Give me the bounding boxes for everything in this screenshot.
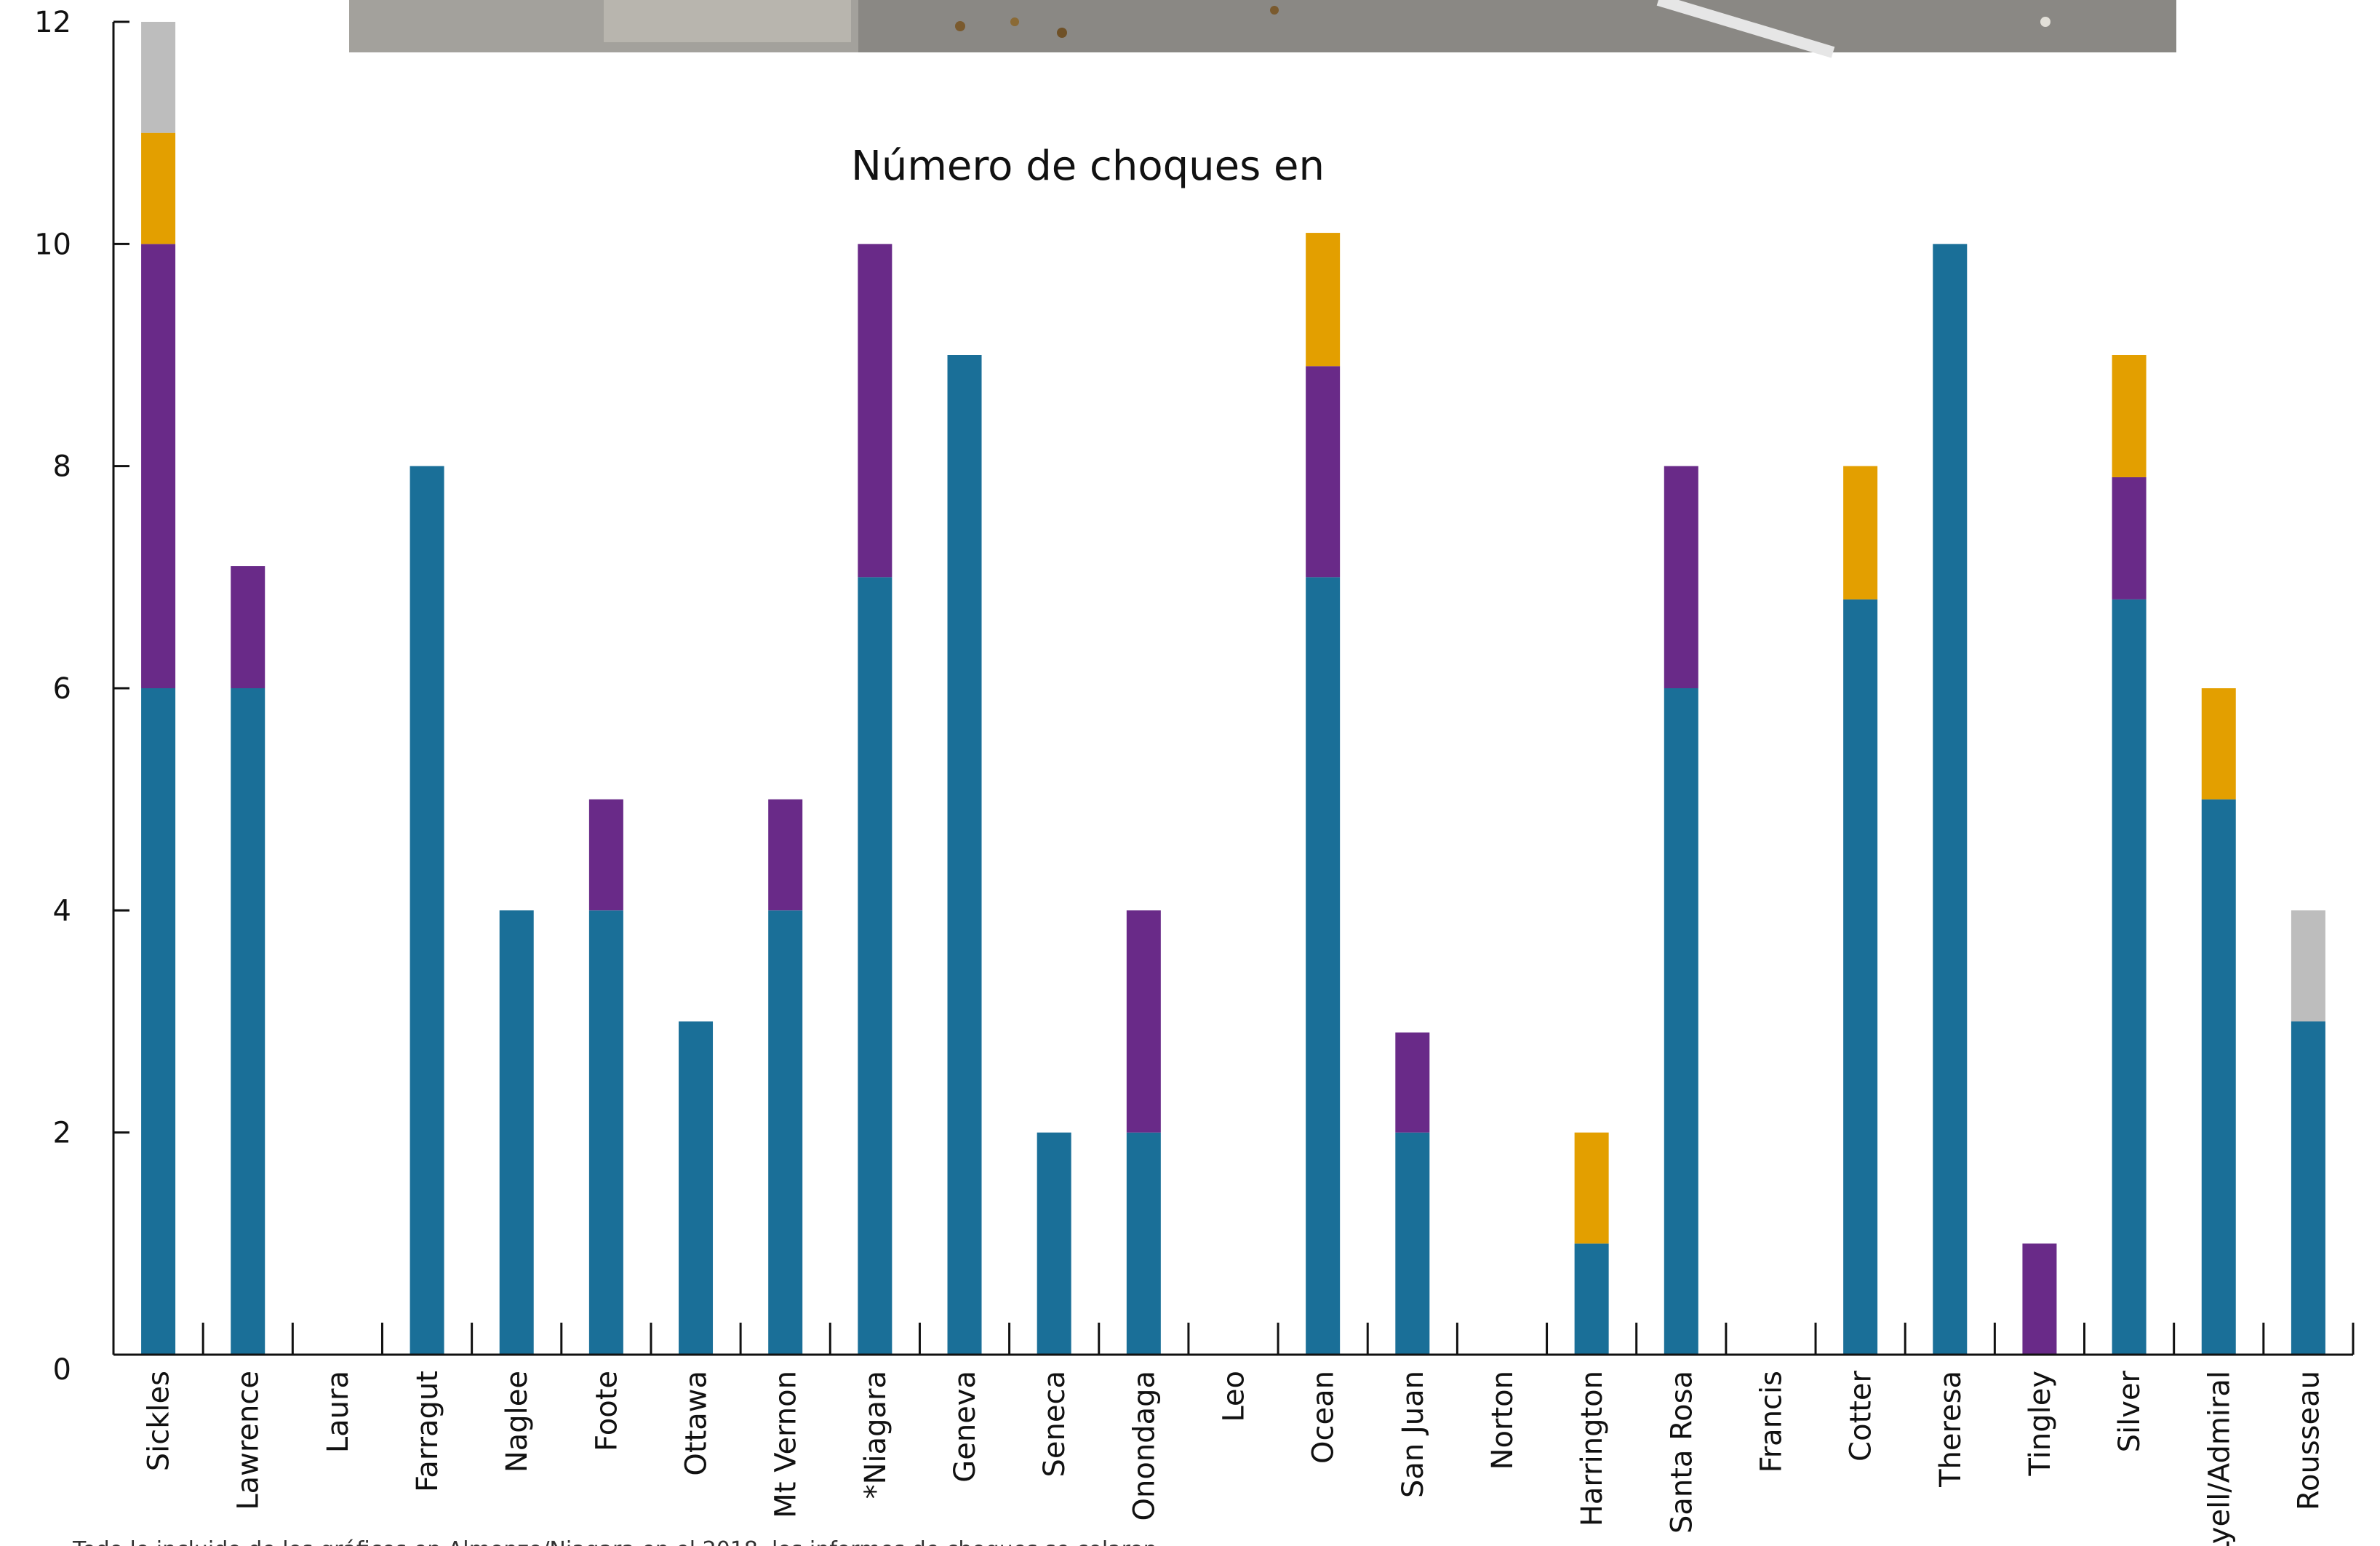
bar-segment	[2112, 477, 2147, 599]
bar-segment	[1126, 910, 1161, 1133]
y-axis: 0 2 4 6 8 10 12	[34, 6, 129, 1387]
category-label: Ottawa	[680, 1371, 714, 1476]
bars	[141, 22, 2325, 1355]
y-tick-label: 2	[53, 1117, 71, 1150]
category-label: Silver	[2113, 1370, 2147, 1452]
bar-segment	[2201, 688, 2236, 800]
bar-segment	[2022, 1243, 2057, 1355]
category-label: Onondaga	[1127, 1371, 1161, 1521]
bar-segment	[1664, 466, 1698, 688]
category-label: Theresa	[1934, 1371, 1968, 1488]
bar-segment	[2112, 599, 2147, 1355]
category-label: Rousseau	[2292, 1371, 2325, 1510]
category-label: Laura	[322, 1371, 355, 1453]
bar-segment	[1933, 244, 1968, 1355]
category-label: Geneva	[949, 1371, 982, 1483]
bar-segment	[768, 799, 803, 911]
category-label: Ocean	[1307, 1371, 1341, 1464]
bar-segment	[858, 577, 892, 1355]
bar-segment	[141, 132, 176, 244]
y-tick-label: 12	[34, 6, 71, 39]
chart-title: Número de choques en	[851, 143, 1325, 190]
x-axis	[201, 1323, 2355, 1355]
y-tick-label: 4	[53, 894, 71, 928]
bar-segment	[588, 799, 623, 911]
header-photo	[349, 0, 2176, 58]
bar-segment	[2201, 799, 2236, 1355]
category-label: Lyell/Admiral	[2203, 1371, 2236, 1546]
bar-segment	[410, 466, 444, 1355]
category-label: Santa Rosa	[1665, 1371, 1698, 1534]
bar-segment	[141, 22, 176, 133]
category-label: Norton	[1486, 1371, 1520, 1470]
category-label: Sickles	[143, 1371, 176, 1471]
category-label: Seneca	[1038, 1371, 1071, 1477]
y-tick-label: 0	[53, 1353, 71, 1387]
category-labels: Sickles Lawrence Laura Farragut Naglee Foote O…	[143, 1370, 2326, 1546]
bar-segment	[1843, 466, 1878, 599]
bar-segment	[1306, 233, 1341, 367]
category-label: Lawrence	[232, 1371, 265, 1510]
category-label: Cotter	[1845, 1370, 1878, 1461]
bar-segment	[1395, 1132, 1430, 1355]
bar-segment	[2291, 910, 2325, 1021]
bar-segment	[141, 688, 176, 1355]
y-tick-label: 6	[53, 672, 71, 706]
bar-segment	[588, 910, 623, 1355]
category-label: Tingley	[2024, 1371, 2057, 1476]
y-tick-label: 10	[34, 228, 71, 261]
bar-segment	[1664, 688, 1698, 1355]
bar-segment	[1306, 577, 1341, 1355]
bar-segment	[1037, 1132, 1071, 1355]
bar-segment	[947, 355, 982, 1355]
bar-segment	[231, 688, 265, 1355]
bar-segment	[141, 244, 176, 688]
bar-segment	[1574, 1243, 1609, 1355]
category-label: San Juan	[1397, 1371, 1430, 1498]
bar-segment	[1306, 366, 1341, 578]
bar-segment	[2112, 355, 2147, 477]
category-label: Naglee	[500, 1371, 534, 1473]
bar-segment	[499, 910, 534, 1355]
bar-segment	[1126, 1132, 1161, 1355]
bar-segment	[2291, 1021, 2325, 1355]
bar-segment	[231, 566, 265, 688]
category-label: Mt Vernon	[770, 1371, 803, 1518]
category-label: Farragut	[411, 1371, 444, 1492]
footnote: Todo lo incluido de los gráficos en Almo…	[72, 1537, 1157, 1546]
category-label: Foote	[590, 1371, 623, 1451]
category-label: Leo	[1218, 1371, 1251, 1422]
bar-segment	[1574, 1132, 1609, 1244]
bar-segment	[768, 910, 803, 1355]
y-tick-label: 8	[53, 450, 71, 484]
bar-segment	[679, 1021, 714, 1355]
category-label: Harrington	[1576, 1371, 1609, 1526]
category-label: Francis	[1754, 1371, 1788, 1473]
bar-segment	[1395, 1032, 1430, 1133]
bar-segment	[858, 244, 892, 578]
category-label: *Niagara	[859, 1371, 892, 1499]
bar-segment	[1843, 599, 1878, 1355]
